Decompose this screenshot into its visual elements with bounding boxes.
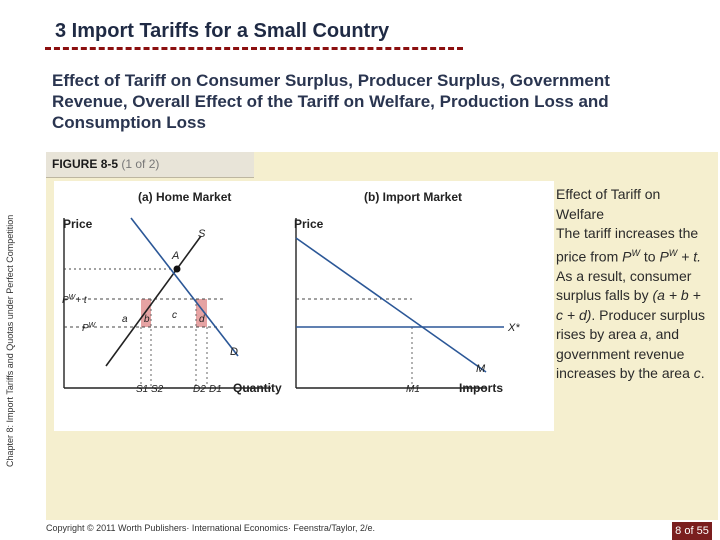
chapter-side-label: Chapter 8: Import Tariffs and Quotas und… bbox=[5, 214, 15, 467]
point-a-label: A bbox=[171, 250, 179, 262]
slide-subtitle: Effect of Tariff on Consumer Surplus, Pr… bbox=[52, 71, 610, 132]
axis-a-y-label: Price bbox=[63, 217, 93, 231]
title-divider bbox=[45, 47, 463, 50]
axis-b-x-label: Imports bbox=[459, 381, 503, 395]
figure-label: FIGURE 8-5 (1 of 2) bbox=[52, 157, 159, 171]
area-b-label: b bbox=[144, 314, 150, 325]
diagram-background bbox=[54, 181, 554, 431]
figure-panel: (a) Home Market (b) Import Market Price … bbox=[46, 178, 718, 520]
axis-a-x-label: Quantity bbox=[233, 381, 282, 395]
welfare-paragraph-1: The tariff increases the price from PW t… bbox=[556, 225, 702, 265]
panel-b-title: (b) Import Market bbox=[364, 190, 462, 204]
welfare-heading: Effect of Tariff on Welfare bbox=[556, 186, 661, 222]
price-low-label: PW bbox=[82, 322, 97, 334]
area-b bbox=[141, 299, 151, 327]
panel-a-title: (a) Home Market bbox=[138, 190, 231, 204]
tick-s1: S1 bbox=[136, 384, 148, 395]
figure-tab bbox=[46, 152, 254, 178]
demand-label: D bbox=[230, 346, 238, 358]
import-demand-curve bbox=[295, 237, 487, 373]
figure-label-number: 8-5 bbox=[100, 157, 119, 171]
slide-title: 3 Import Tariffs for a Small Country bbox=[55, 20, 390, 42]
welfare-explanation: Effect of Tariff on Welfare The tariff i… bbox=[556, 185, 708, 384]
supply-curve bbox=[105, 235, 202, 367]
demand-curve bbox=[130, 217, 239, 357]
area-d-label: d bbox=[199, 314, 205, 325]
import-demand-label: M bbox=[476, 363, 486, 375]
tick-m1: M1 bbox=[406, 384, 420, 395]
area-a-label: a bbox=[122, 314, 128, 325]
area-c-label: c bbox=[172, 310, 177, 321]
tick-s2: S2 bbox=[151, 384, 164, 395]
supply-label: S bbox=[198, 228, 206, 240]
point-a bbox=[173, 265, 181, 273]
tick-d2: D2 bbox=[193, 384, 206, 395]
figure-diagram: (a) Home Market (b) Import Market Price … bbox=[54, 181, 554, 431]
tick-d1: D1 bbox=[209, 384, 222, 395]
copyright-footer: Copyright © 2011 Worth Publishers· Inter… bbox=[46, 523, 375, 533]
export-supply-label: X* bbox=[507, 322, 520, 334]
figure-label-part: (1 of 2) bbox=[121, 157, 160, 171]
price-high-label: PW+ t bbox=[62, 294, 88, 306]
page-number-badge: 8 of 55 bbox=[672, 522, 712, 540]
welfare-paragraph-2: As a result, consumer surplus falls by (… bbox=[556, 267, 706, 382]
figure-panel-top bbox=[254, 152, 718, 178]
axis-b-y-label: Price bbox=[294, 217, 324, 231]
figure-label-prefix: FIGURE bbox=[52, 157, 98, 171]
